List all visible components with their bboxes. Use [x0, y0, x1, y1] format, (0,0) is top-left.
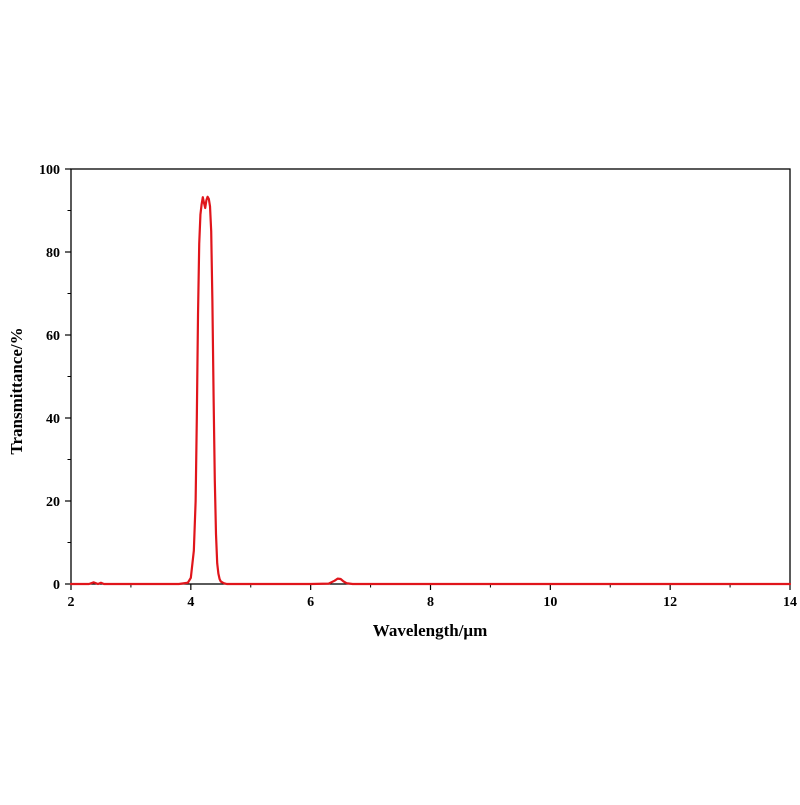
y-tick-label: 0 — [53, 578, 60, 593]
x-tick-label: 6 — [307, 595, 314, 610]
x-tick-label: 8 — [427, 595, 434, 610]
x-tick-label: 12 — [663, 595, 677, 610]
x-tick-label: 2 — [68, 595, 75, 610]
x-tick-label: 4 — [187, 595, 194, 610]
y-tick-label: 60 — [46, 329, 60, 344]
plot-frame — [70, 168, 791, 585]
y-axis-title: Transmittance/% — [7, 327, 26, 454]
y-tick-label: 80 — [46, 246, 60, 261]
y-tick-label: 20 — [46, 495, 60, 510]
ticks-layer: 2 4 6 8 10 12 14 0 20 40 60 80 100 — [39, 163, 797, 610]
x-tick-label: 10 — [543, 595, 557, 610]
y-tick-label: 100 — [39, 163, 60, 178]
y-tick-label: 40 — [46, 412, 60, 427]
x-tick-label: 14 — [783, 595, 797, 610]
x-axis-title: Wavelength/μm — [373, 621, 487, 640]
series-line — [69, 195, 792, 586]
series-layer — [69, 195, 792, 586]
